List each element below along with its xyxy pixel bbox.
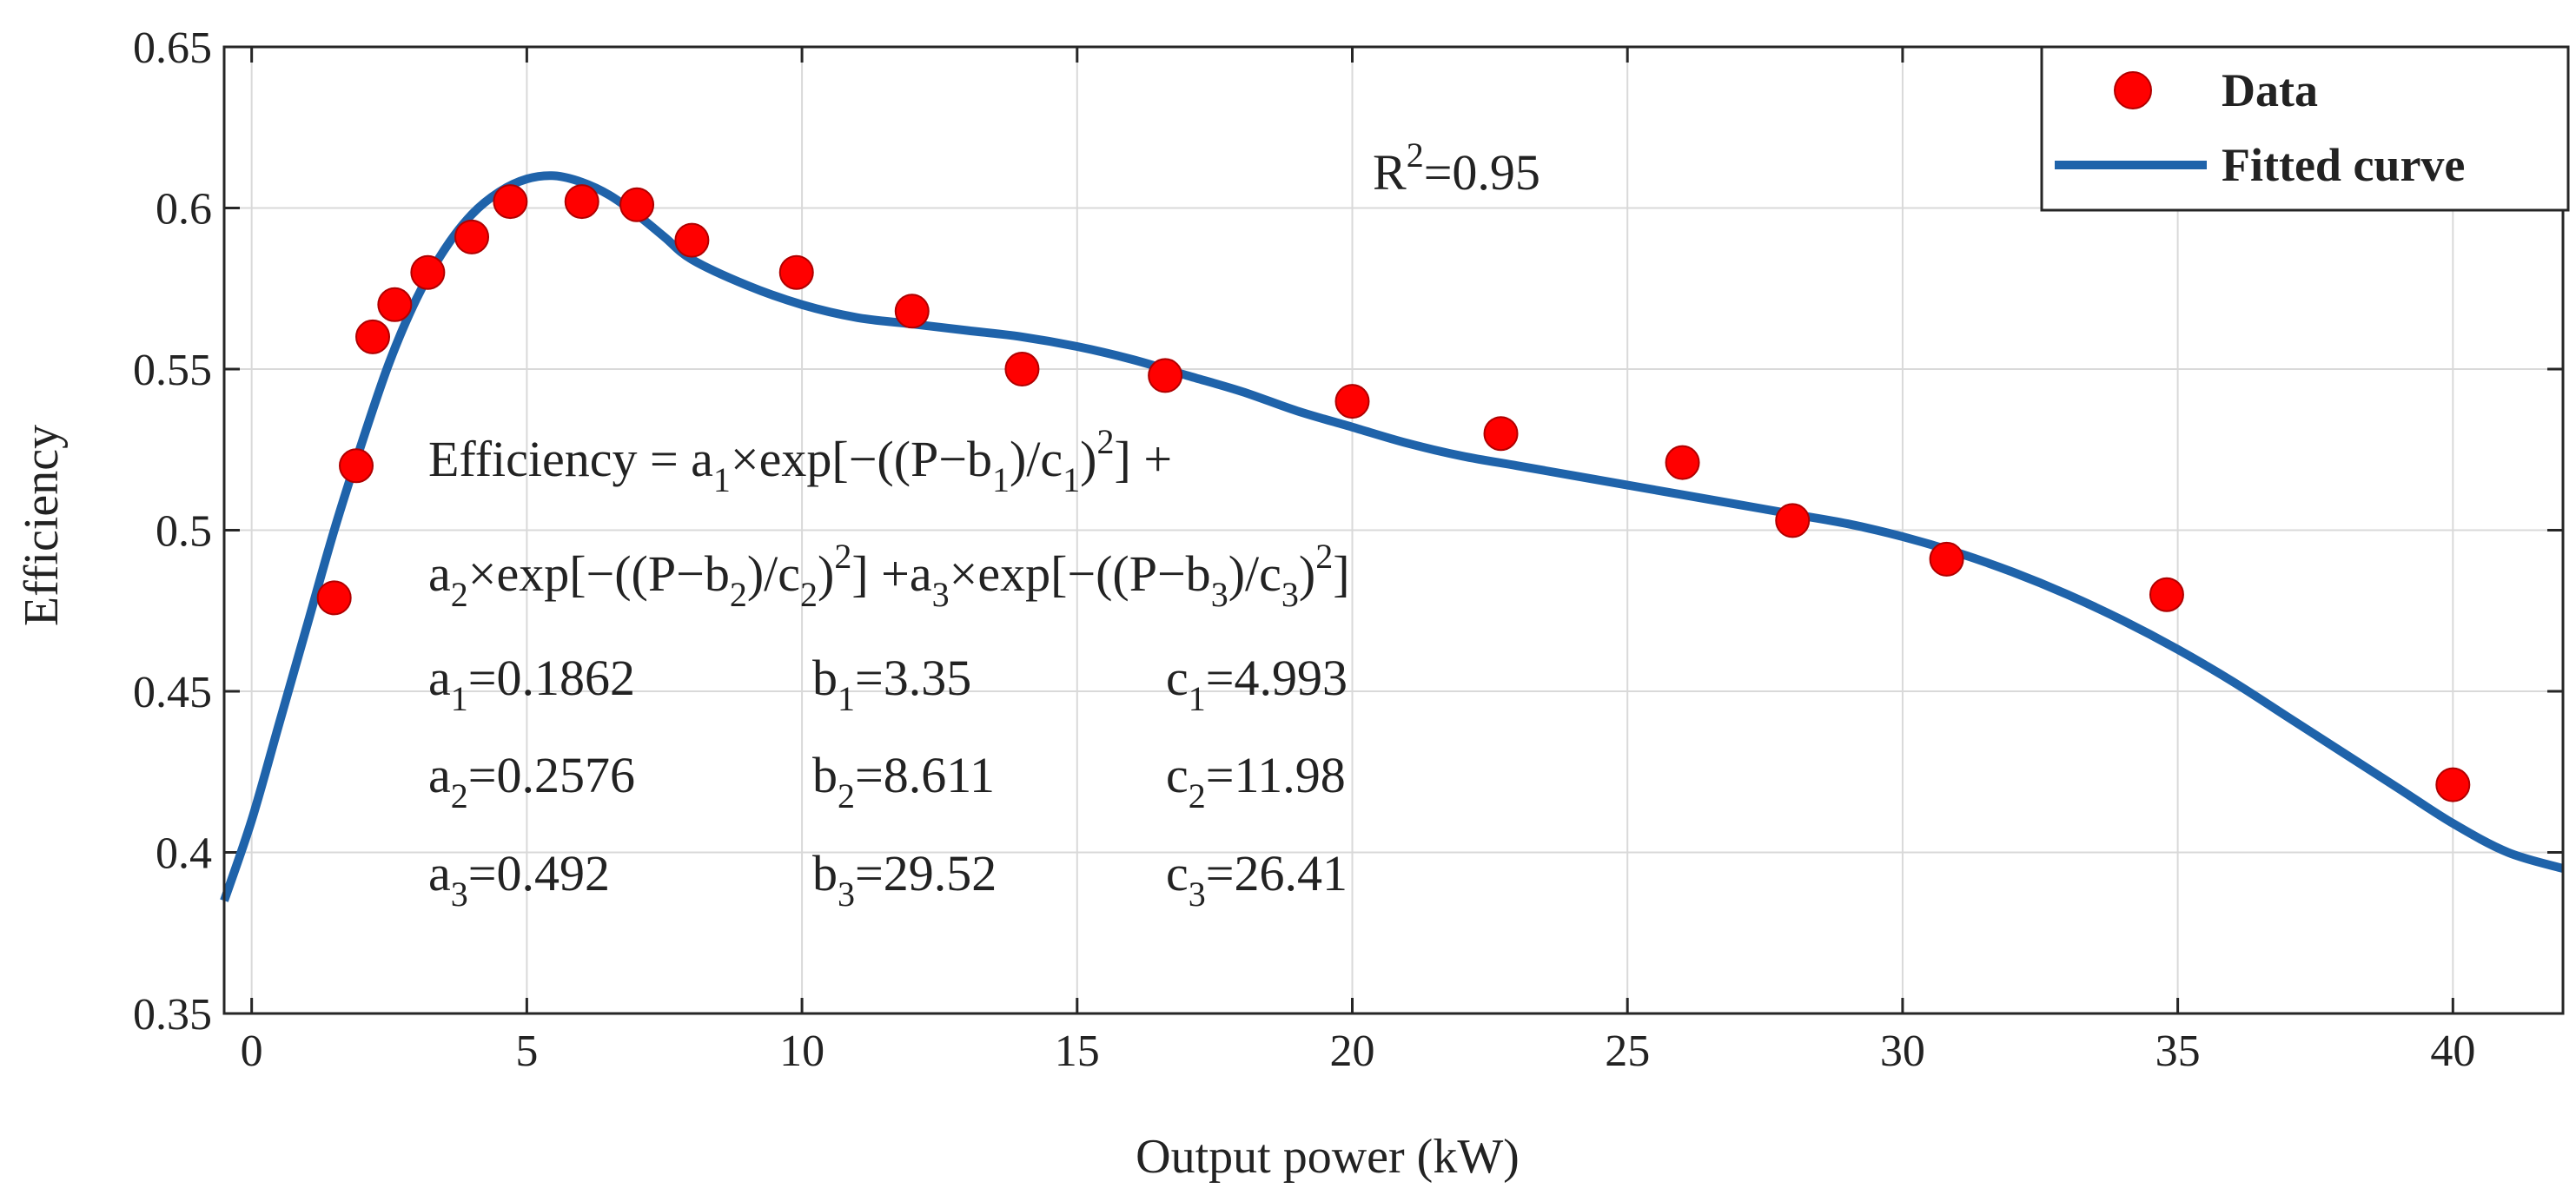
data-point-8 <box>619 187 655 222</box>
y-tick-label-1: 0.4 <box>156 829 212 879</box>
eq1-t2: )/c <box>1010 431 1063 487</box>
eq2-sub-b2: 2 <box>730 575 747 614</box>
x-tick-label-8: 40 <box>2430 1027 2475 1076</box>
equation-line-2: a2×exp[−((P−b2)/c2)2] +a3×exp[−((P−b3)/c… <box>428 537 1350 614</box>
coef-a1: a1=0.1862 <box>428 650 635 718</box>
data-point-13 <box>1148 358 1183 393</box>
data-point-5 <box>454 219 490 254</box>
plot-frame <box>222 45 2565 1015</box>
data-point-11 <box>894 294 930 329</box>
eq2-sub-c3: 3 <box>1281 575 1299 614</box>
coef-b2: b2=8.611 <box>812 747 995 815</box>
eq2-sub-a2: 2 <box>451 575 468 614</box>
data-point-10 <box>778 254 814 290</box>
plot-series <box>220 171 2565 902</box>
eq1-sup: 2 <box>1097 422 1115 461</box>
x-tick-label-7: 35 <box>2155 1027 2201 1076</box>
data-point-20 <box>2435 767 2471 802</box>
x-axis-ticks: 0 5 10 15 20 25 30 35 40 <box>241 47 2475 1076</box>
legend-marker-data <box>2114 71 2152 109</box>
coef-c1: c1=4.993 <box>1166 650 1348 718</box>
data-point-6 <box>493 184 528 220</box>
coef-a2: a2=0.2576 <box>428 747 635 815</box>
legend: Data Fitted curve <box>2040 45 2570 212</box>
data-point-14 <box>1334 384 1370 419</box>
eq2-sup2: 2 <box>1315 537 1333 576</box>
coef-b3: b3=29.52 <box>812 845 997 914</box>
data-point-9 <box>674 222 710 258</box>
data-point-1 <box>339 448 374 484</box>
data-point-12 <box>1004 352 1040 386</box>
coef-c3: c3=26.41 <box>1166 845 1348 914</box>
x-tick-label-0: 0 <box>241 1027 263 1076</box>
eq2-t3: ) <box>818 545 834 602</box>
eq2-t4: ] +a <box>851 545 931 602</box>
eq1-t3: ) <box>1080 431 1096 487</box>
y-tick-label-3: 0.5 <box>156 507 212 557</box>
eq2-sub-b3: 3 <box>1211 575 1228 614</box>
y-axis-ticks: 0.35 0.4 0.45 0.5 0.55 0.6 0.65 <box>133 23 2563 1040</box>
r-squared-annotation: R2=0.95 <box>1373 135 1540 201</box>
eq1-t1: ×exp[−((P−b <box>731 431 992 487</box>
x-tick-label-5: 25 <box>1605 1027 1650 1076</box>
data-point-16 <box>1665 445 1700 480</box>
data-point-3 <box>377 287 413 322</box>
x-tick-label-6: 30 <box>1880 1027 1925 1076</box>
y-tick-label-0: 0.35 <box>133 990 212 1040</box>
x-tick-label-2: 10 <box>779 1027 824 1076</box>
x-tick-label-3: 15 <box>1055 1027 1100 1076</box>
r-squared-label: R <box>1373 144 1407 201</box>
eq2-t1: ×exp[−((P−b <box>468 545 730 602</box>
x-tick-label-4: 20 <box>1329 1027 1374 1076</box>
x-axis-label: Output power (kW) <box>1136 1130 1520 1184</box>
y-axis-label: Efficiency <box>15 425 69 626</box>
eq1-sub-a: 1 <box>713 460 731 499</box>
eq1-sub-c: 1 <box>1063 460 1080 499</box>
eq2-sub-c2: 2 <box>800 575 818 614</box>
data-point-17 <box>1775 503 1811 538</box>
data-point-18 <box>1929 541 1964 577</box>
eq2-t5: ×exp[−((P−b <box>950 545 1211 602</box>
y-tick-label-2: 0.45 <box>133 668 212 717</box>
eq2-t6: )/c <box>1228 545 1281 602</box>
coef-b1: b1=3.35 <box>812 650 971 718</box>
eq1-sub-b: 1 <box>992 460 1010 499</box>
eq2-t8: ] <box>1333 545 1349 602</box>
coef-a3: a3=0.492 <box>428 845 610 914</box>
y-tick-label-6: 0.65 <box>133 23 212 73</box>
x-tick-label-1: 5 <box>515 1027 538 1076</box>
eq1-lhs: Efficiency = a <box>428 431 713 487</box>
data-point-7 <box>564 184 599 220</box>
r-squared-value: =0.95 <box>1424 144 1540 201</box>
data-point-2 <box>355 319 391 354</box>
eq1-t4: ] + <box>1115 431 1173 487</box>
eq2-t2: )/c <box>747 545 800 602</box>
data-point-4 <box>410 254 446 290</box>
y-tick-label-4: 0.55 <box>133 346 212 395</box>
legend-label-data: Data <box>2222 64 2318 116</box>
r-squared-sup: 2 <box>1407 135 1424 175</box>
data-point-15 <box>1483 416 1519 452</box>
eq2-a: a <box>428 545 451 602</box>
coef-c2: c2=11.98 <box>1166 747 1346 815</box>
legend-label-fitted-curve: Fitted curve <box>2222 139 2465 191</box>
eq2-sub-a3: 3 <box>932 575 950 614</box>
equation-line-1: Efficiency = a1×exp[−((P−b1)/c1)2] + <box>428 422 1172 499</box>
eq2-t7: ) <box>1299 545 1315 602</box>
data-point-19 <box>2149 577 2184 612</box>
data-point-0 <box>316 580 352 616</box>
eq2-sup1: 2 <box>834 537 851 576</box>
y-tick-label-5: 0.6 <box>156 185 212 234</box>
coefficients: a1=0.1862 b1=3.35 c1=4.993 a2=0.2576 b2=… <box>428 650 1348 914</box>
